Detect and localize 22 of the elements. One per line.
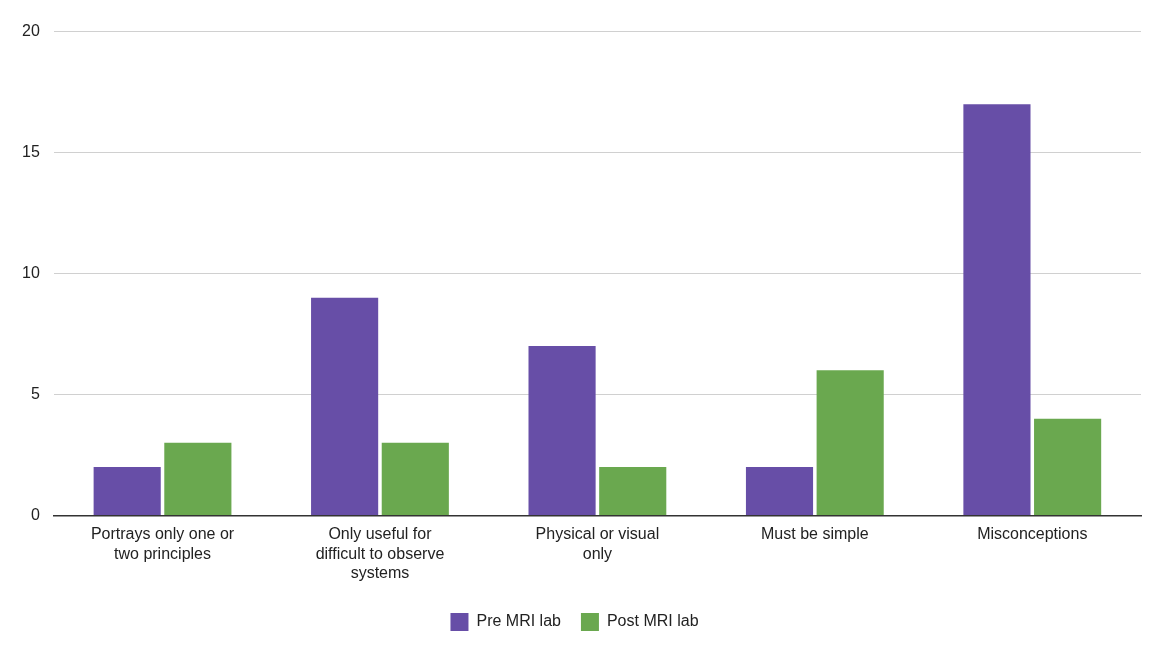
bar bbox=[528, 346, 596, 515]
bar bbox=[311, 297, 379, 515]
bar bbox=[164, 442, 232, 515]
y-tick-label: 0 bbox=[30, 505, 40, 523]
x-tick-label: Misconceptions bbox=[977, 525, 1088, 543]
bar bbox=[1034, 418, 1102, 515]
bar bbox=[381, 442, 449, 515]
x-tick-label: Must be simple bbox=[761, 525, 869, 543]
y-tick-label: 20 bbox=[22, 22, 40, 40]
x-tick-label: Only useful for difficult to observe systems bbox=[315, 525, 445, 581]
bar bbox=[816, 370, 884, 515]
bar bbox=[963, 104, 1031, 515]
y-tick-label: 5 bbox=[30, 384, 40, 402]
x-tick-label: Portrays only one or two principles bbox=[90, 525, 235, 562]
y-tick-label: 10 bbox=[22, 263, 40, 281]
legend-label: Post MRI lab bbox=[606, 612, 699, 630]
bar bbox=[93, 467, 161, 515]
bar bbox=[599, 467, 667, 515]
x-tick-label: Physical or visual only bbox=[535, 525, 660, 562]
y-tick-label: 15 bbox=[22, 142, 40, 160]
legend-label: Pre MRI lab bbox=[476, 612, 562, 630]
bar bbox=[745, 467, 814, 515]
